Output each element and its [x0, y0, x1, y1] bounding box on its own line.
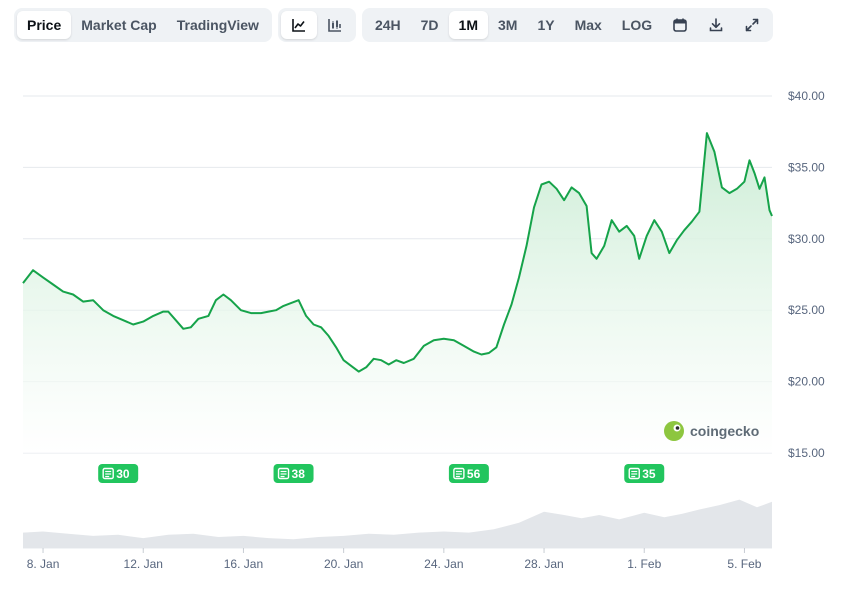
y-tick-label: $20.00 — [788, 375, 825, 389]
x-axis-labels: 8. Jan 12. Jan 16. Jan 20. Jan 24. Jan 28. Ja… — [27, 548, 762, 571]
range-24h[interactable]: 24H — [374, 17, 401, 33]
download-icon — [709, 18, 723, 32]
chart-toolbar: Price Market Cap TradingView 24H 7D 1M 3… — [14, 8, 774, 42]
news-count: 30 — [116, 467, 130, 481]
news-badge[interactable]: 35 — [624, 464, 665, 483]
y-tick-label: $30.00 — [788, 232, 825, 246]
x-tick-label: 24. Jan — [424, 557, 463, 571]
view-tab-group: Price Market Cap TradingView — [14, 8, 272, 42]
news-count: 56 — [467, 467, 481, 481]
calendar-icon — [673, 18, 687, 32]
price-line-path[interactable] — [22, 132, 773, 373]
news-badge[interactable]: 30 — [98, 464, 139, 483]
x-tick-label: 12. Jan — [124, 557, 163, 571]
watermark-text: coingecko — [690, 423, 759, 439]
news-markers[interactable]: 30 38 56 35 — [98, 464, 665, 483]
coingecko-logo-icon — [664, 421, 684, 441]
newspaper-icon — [453, 467, 465, 480]
expand-icon — [745, 18, 759, 32]
coingecko-logo-pupil-icon — [675, 426, 680, 430]
y-tick-label: $40.00 — [788, 89, 825, 103]
range-3m[interactable]: 3M — [497, 17, 518, 33]
newspaper-icon — [628, 467, 640, 480]
log-scale-toggle[interactable]: LOG — [621, 17, 653, 33]
tab-market-cap[interactable]: Market Cap — [81, 17, 157, 33]
chart-type-group — [277, 8, 356, 42]
coingecko-watermark: coingecko — [664, 421, 759, 441]
newspaper-icon — [102, 467, 114, 480]
price-area-fill — [23, 133, 772, 453]
tab-tradingview[interactable]: TradingView — [176, 17, 259, 33]
range-1m[interactable]: 1M — [448, 11, 488, 39]
x-tick-label: 16. Jan — [224, 557, 263, 571]
news-badge[interactable]: 56 — [448, 464, 489, 483]
range-1y[interactable]: 1Y — [537, 17, 555, 33]
x-tick-label: 1. Feb — [627, 557, 661, 571]
price-area — [23, 133, 772, 453]
news-badge[interactable]: 38 — [273, 464, 314, 483]
x-tick-label: 28. Jan — [524, 557, 563, 571]
range-7d[interactable]: 7D — [420, 17, 439, 33]
volume-area — [23, 499, 772, 548]
price-line[interactable] — [22, 132, 773, 373]
x-tick-label: 20. Jan — [324, 557, 363, 571]
line-chart-icon — [292, 19, 305, 32]
candlestick-chart-icon — [328, 19, 341, 32]
calendar-button[interactable] — [662, 11, 698, 39]
y-tick-label: $35.00 — [788, 160, 825, 174]
news-count: 38 — [292, 467, 306, 481]
y-tick-label: $25.00 — [788, 303, 825, 317]
tab-price[interactable]: Price — [17, 11, 72, 39]
download-button[interactable] — [698, 11, 734, 39]
line-chart-button[interactable] — [280, 11, 317, 39]
volume-area-fill — [23, 499, 772, 548]
newspaper-icon — [277, 467, 290, 480]
x-tick-label: 5. Feb — [727, 557, 761, 571]
x-tick-label: 8. Jan — [27, 557, 60, 571]
fullscreen-button[interactable] — [734, 11, 770, 39]
candlestick-chart-button[interactable] — [317, 11, 353, 39]
range-max[interactable]: Max — [574, 17, 602, 33]
y-tick-label: $15.00 — [788, 446, 825, 460]
news-count: 35 — [642, 467, 656, 481]
range-tab-group: 24H 7D 1M 3M 1Y Max LOG — [361, 8, 774, 42]
y-axis-labels: $40.00 $35.00 $30.00 $25.00 $20.00 $15.00 — [788, 89, 825, 460]
